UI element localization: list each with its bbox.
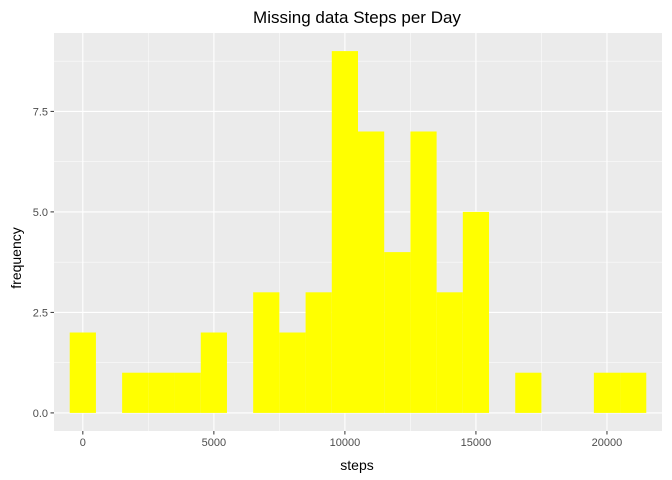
x-axis: 0 5000 10000 15000 20000 (80, 431, 622, 449)
histogram-bar (462, 211, 490, 413)
x-tick-label: 15000 (461, 437, 492, 449)
chart-title: Missing data Steps per Day (253, 8, 461, 27)
histogram-bar (358, 131, 385, 413)
histogram-bar (279, 332, 306, 413)
y-tick-label: 7.5 (33, 106, 48, 118)
y-axis: 0.0 2.5 5.0 7.5 (33, 106, 54, 420)
y-axis-title: frequency (8, 227, 24, 288)
x-tick-label: 0 (80, 437, 86, 449)
y-tick-label: 5.0 (33, 207, 48, 219)
histogram-bar (148, 372, 175, 413)
histogram-bar (436, 292, 463, 413)
histogram-bar (305, 292, 332, 413)
x-tick-label: 10000 (330, 437, 361, 449)
histogram-bar (384, 252, 411, 413)
histogram-bar (593, 372, 621, 413)
histogram-bar (69, 332, 96, 413)
histogram-bar (410, 131, 437, 413)
y-tick-label: 0.0 (33, 408, 48, 420)
histogram-bar (200, 332, 227, 413)
histogram-bar (620, 372, 647, 413)
histogram-bar (174, 372, 201, 413)
histogram-bar (253, 292, 280, 413)
y-tick-label: 2.5 (33, 307, 48, 319)
histogram-bar (331, 51, 358, 413)
x-axis-title: steps (340, 457, 373, 473)
histogram-bar (122, 372, 149, 413)
x-tick-label: 5000 (202, 437, 226, 449)
histogram-bar (515, 372, 542, 413)
histogram-bars (69, 51, 647, 413)
x-tick-label: 20000 (592, 437, 623, 449)
